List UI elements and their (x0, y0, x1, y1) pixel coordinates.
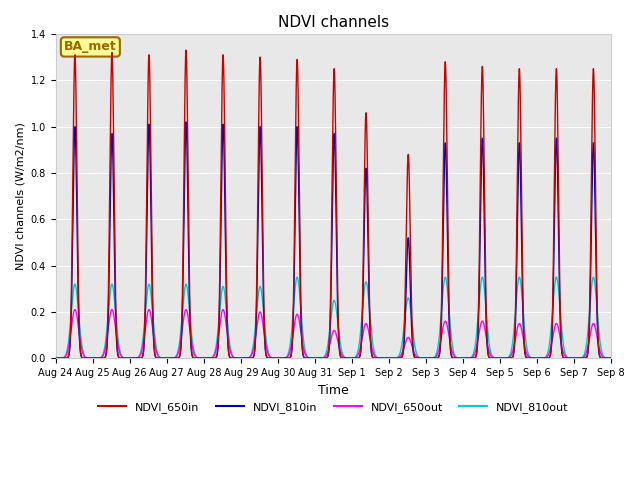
NDVI_650in (383, 355, 391, 361)
NDVI_650out (383, 355, 391, 361)
NDVI_650in (52, 355, 60, 361)
NDVI_650out (534, 355, 541, 361)
NDVI_650out (113, 330, 120, 336)
Y-axis label: NDVI channels (W/m2/nm): NDVI channels (W/m2/nm) (15, 122, 25, 270)
NDVI_650in (173, 355, 181, 361)
X-axis label: Time: Time (318, 384, 349, 396)
NDVI_650out (52, 355, 60, 361)
NDVI_810in (185, 277, 193, 283)
NDVI_650in (185, 253, 193, 259)
NDVI_650out (71, 307, 79, 312)
NDVI_650in (182, 47, 190, 53)
Legend: NDVI_650in, NDVI_810in, NDVI_650out, NDVI_810out: NDVI_650in, NDVI_810in, NDVI_650out, NDV… (94, 398, 573, 418)
NDVI_650in (346, 355, 353, 361)
NDVI_650out (173, 352, 181, 358)
NDVI_810out (346, 355, 353, 361)
Text: BA_met: BA_met (64, 40, 116, 53)
Line: NDVI_650in: NDVI_650in (56, 50, 611, 358)
NDVI_650out (70, 311, 77, 317)
NDVI_810in (383, 355, 391, 361)
NDVI_650in (113, 321, 120, 326)
Line: NDVI_810out: NDVI_810out (56, 277, 611, 358)
NDVI_810in (70, 183, 77, 189)
NDVI_810out (185, 302, 193, 308)
Title: NDVI channels: NDVI channels (278, 15, 389, 30)
NDVI_810in (113, 330, 120, 336)
NDVI_810in (182, 119, 190, 125)
NDVI_810in (173, 355, 181, 361)
NDVI_650out (346, 355, 353, 361)
NDVI_810out (607, 355, 615, 361)
NDVI_810out (589, 274, 597, 280)
NDVI_810in (346, 355, 353, 361)
NDVI_650in (607, 355, 615, 361)
Line: NDVI_650out: NDVI_650out (56, 310, 611, 358)
NDVI_650in (70, 130, 77, 136)
NDVI_810out (383, 355, 391, 361)
NDVI_810in (52, 355, 60, 361)
NDVI_650out (185, 321, 193, 326)
NDVI_810out (113, 317, 120, 323)
NDVI_810out (173, 350, 181, 356)
NDVI_650in (534, 355, 541, 361)
NDVI_810out (52, 355, 60, 361)
NDVI_650out (607, 355, 615, 361)
NDVI_810in (534, 355, 541, 361)
NDVI_810out (534, 355, 541, 361)
NDVI_810in (607, 355, 615, 361)
NDVI_810out (70, 288, 77, 293)
Line: NDVI_810in: NDVI_810in (56, 122, 611, 358)
